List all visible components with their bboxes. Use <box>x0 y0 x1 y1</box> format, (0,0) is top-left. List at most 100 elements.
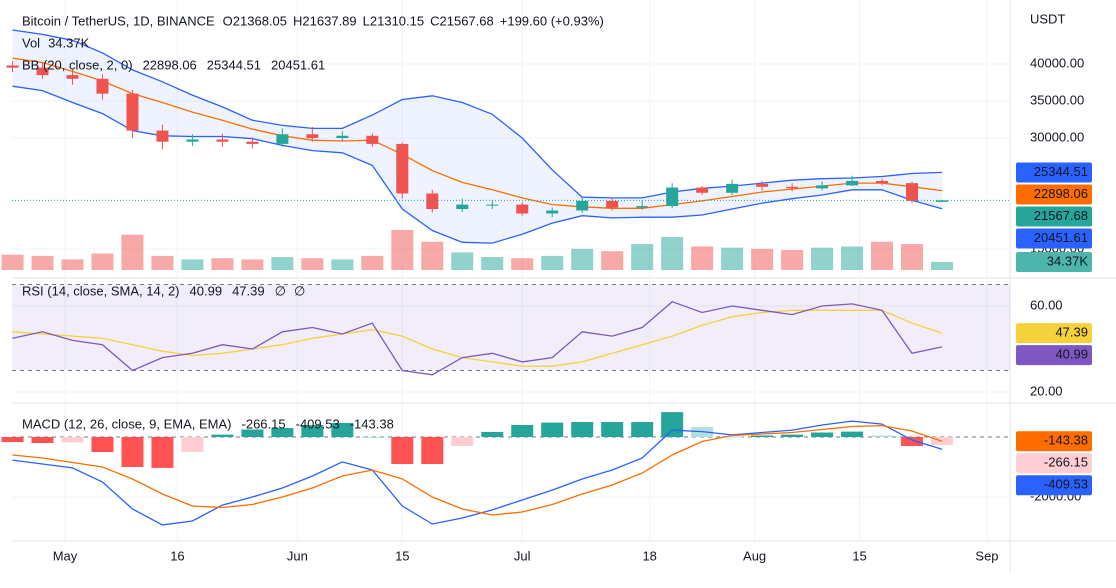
candle-body <box>876 180 889 184</box>
x-tick-label: 15 <box>395 548 409 563</box>
candle-body <box>306 134 319 138</box>
histogram-bar <box>1 437 24 443</box>
header-text: 20451.61 <box>271 57 325 72</box>
candle-body <box>96 78 109 94</box>
volume-bar <box>61 259 84 270</box>
candle-body <box>486 204 499 206</box>
volume-bar <box>481 257 504 270</box>
volume-bar <box>841 246 864 270</box>
macd-line <box>12 420 943 526</box>
volume-bar <box>781 250 804 270</box>
volume-bar <box>721 247 744 270</box>
header-text: O <box>223 13 233 28</box>
y-tick-label: 35000.00 <box>1030 92 1084 107</box>
candle-body <box>126 93 139 131</box>
candle-body <box>726 183 739 193</box>
header-text: 21310.15 <box>370 13 424 28</box>
volume-bar <box>691 246 714 270</box>
volume-bar <box>601 251 624 270</box>
header-text: 22898.06 <box>143 57 197 72</box>
header-text: 25344.51 <box>207 57 261 72</box>
header-text: L <box>363 13 370 28</box>
price-badge <box>1016 206 1092 227</box>
volume-bar <box>451 252 474 270</box>
histogram-bar <box>451 437 474 447</box>
bb-fill <box>12 30 942 244</box>
histogram-bar <box>361 437 384 439</box>
volume-bar <box>151 255 174 270</box>
price-badge <box>1016 252 1092 272</box>
header-text: 21567.68 <box>440 13 494 28</box>
candle-body <box>756 183 769 187</box>
candle-body <box>186 139 199 142</box>
volume-bar <box>121 234 144 270</box>
candle-body <box>276 134 289 144</box>
x-tick-label: Jul <box>514 548 531 563</box>
price-badge-label: 21567.68 <box>1034 208 1088 223</box>
price-badge-label: -266.15 <box>1044 455 1088 470</box>
candle-body <box>846 180 859 186</box>
volume-bar <box>661 237 684 270</box>
header-text: Bitcoin / TetherUS, 1D, BINANCE <box>22 13 215 28</box>
price-badge <box>1016 475 1092 496</box>
candle-body <box>156 130 169 142</box>
candle-body <box>816 185 829 189</box>
candle-body <box>66 75 79 79</box>
price-badge <box>1016 184 1092 205</box>
candle-body <box>546 210 559 214</box>
x-tick-label: 16 <box>170 548 184 563</box>
header-text: Vol <box>22 35 40 50</box>
price-badge <box>1016 345 1092 366</box>
histogram-bar <box>61 437 84 443</box>
volume-bar <box>541 255 564 270</box>
histogram-bar <box>601 422 624 438</box>
price-badge <box>1016 323 1092 344</box>
candle-body <box>516 204 529 214</box>
volume-bar <box>931 261 954 270</box>
price-badge-label: 22898.06 <box>1034 186 1088 201</box>
candle-body <box>36 67 49 76</box>
volume-bar <box>571 248 594 270</box>
volume-bar <box>91 253 114 270</box>
histogram-bar <box>241 429 264 438</box>
histogram-bar <box>331 422 354 438</box>
volume-bar <box>361 255 384 270</box>
header-text: ∅ <box>275 283 286 298</box>
histogram-bar <box>781 434 804 438</box>
volume-bar <box>631 244 654 270</box>
y-tick-label: 30000.00 <box>1030 129 1084 144</box>
volume-bar <box>181 259 204 270</box>
signal-line <box>12 424 943 516</box>
histogram-bar <box>301 425 324 438</box>
histogram-bar <box>661 412 684 438</box>
x-tick-label: 18 <box>642 548 656 563</box>
header-text: C <box>430 13 439 28</box>
price-badge-label: -409.53 <box>1044 477 1088 492</box>
volume-bar <box>31 255 54 270</box>
candle-body <box>336 135 349 138</box>
volume-bar <box>901 244 924 270</box>
rsi-sma-line <box>12 309 943 367</box>
price-badge-label: 34.37K <box>1047 253 1089 268</box>
header-text: MACD (12, 26, close, 9, EMA, EMA) <box>22 416 232 431</box>
candle-body <box>936 200 949 202</box>
candle-body <box>216 139 229 142</box>
candle-body <box>396 143 409 194</box>
price-badge-label: 47.39 <box>1055 325 1088 340</box>
bb-upper-line <box>12 29 943 199</box>
candle-body <box>246 141 259 144</box>
header-text: 21637.89 <box>302 13 356 28</box>
histogram-bar <box>151 437 174 468</box>
rsi-band <box>12 284 1010 371</box>
histogram-bar <box>841 431 864 438</box>
candle-body <box>366 135 379 144</box>
header-text: -409.53 <box>296 416 340 431</box>
volume-bar <box>811 247 834 270</box>
price-badge <box>1016 431 1092 452</box>
candle-body <box>786 186 799 189</box>
histogram-bar <box>121 437 144 468</box>
candle-body <box>426 193 439 210</box>
y-tick-label: 40000.00 <box>1030 55 1084 70</box>
histogram-bar <box>871 435 894 438</box>
